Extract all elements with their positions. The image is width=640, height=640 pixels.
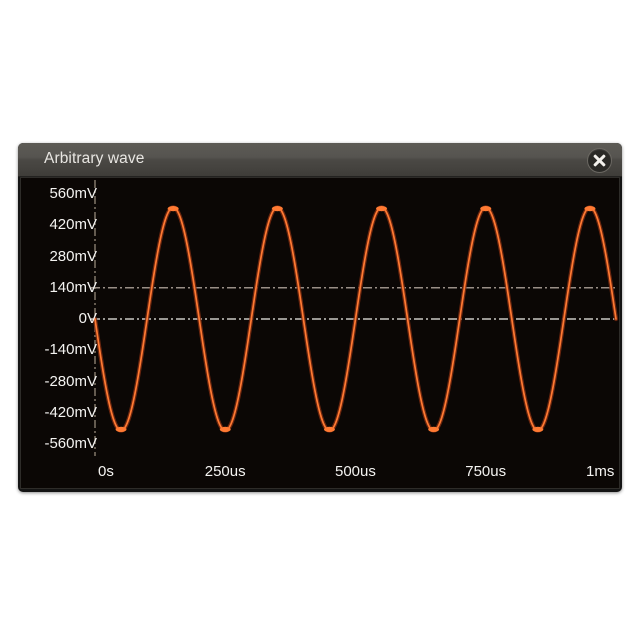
y-axis-tick-label: 560mV [49, 185, 97, 202]
y-axis-tick-label: -280mV [44, 372, 97, 390]
x-axis-tick-label: 500us [335, 463, 376, 480]
y-axis-tick-label: 140mV [49, 278, 97, 296]
waveform-peak-marker [167, 205, 179, 212]
x-axis-labels: 0s 250us 500us 750us 1ms [21, 464, 619, 484]
window-title: Arbitrary wave [44, 150, 145, 167]
waveform-peak-marker [376, 205, 388, 212]
waveform-trough-marker [532, 426, 544, 433]
y-axis-labels: 560mV 420mV 280mV 140mV 0V -140mV -280mV -420mV… [21, 178, 97, 488]
x-axis-tick-label: 750us [465, 463, 507, 480]
arbitrary-wave-window: Arbitrary wave 560mV 420mV 280mV 140mV 0V -14… [18, 143, 622, 492]
waveform-peak-marker [480, 205, 492, 212]
waveform-trough-marker [323, 426, 335, 433]
waveform-trough-marker [115, 426, 127, 433]
y-axis-tick-label: 0V [78, 310, 97, 327]
waveform-peak-marker [584, 205, 596, 212]
x-axis-tick-label: 0s [98, 463, 114, 480]
y-axis-tick-label: -420mV [44, 403, 97, 421]
window-titlebar[interactable]: Arbitrary wave [18, 143, 622, 177]
y-axis-tick-label: 280mV [49, 247, 97, 265]
waveform-trough-marker [428, 426, 440, 433]
x-axis-tick-label: 250us [204, 463, 246, 480]
waveform-trough-marker [219, 426, 231, 433]
waveform-plot-panel[interactable]: 560mV 420mV 280mV 140mV 0V -140mV -280mV -420mV… [20, 177, 620, 489]
close-icon[interactable] [587, 148, 612, 173]
waveform-trace [94, 206, 617, 432]
waveform-peak-marker [271, 205, 283, 212]
y-axis-tick-label: 420mV [49, 216, 97, 234]
x-axis-tick-label: 1ms [586, 463, 615, 480]
y-axis-tick-label: -560mV [44, 435, 97, 452]
waveform-canvas [91, 180, 619, 456]
y-axis-tick-label: -140mV [44, 341, 97, 359]
